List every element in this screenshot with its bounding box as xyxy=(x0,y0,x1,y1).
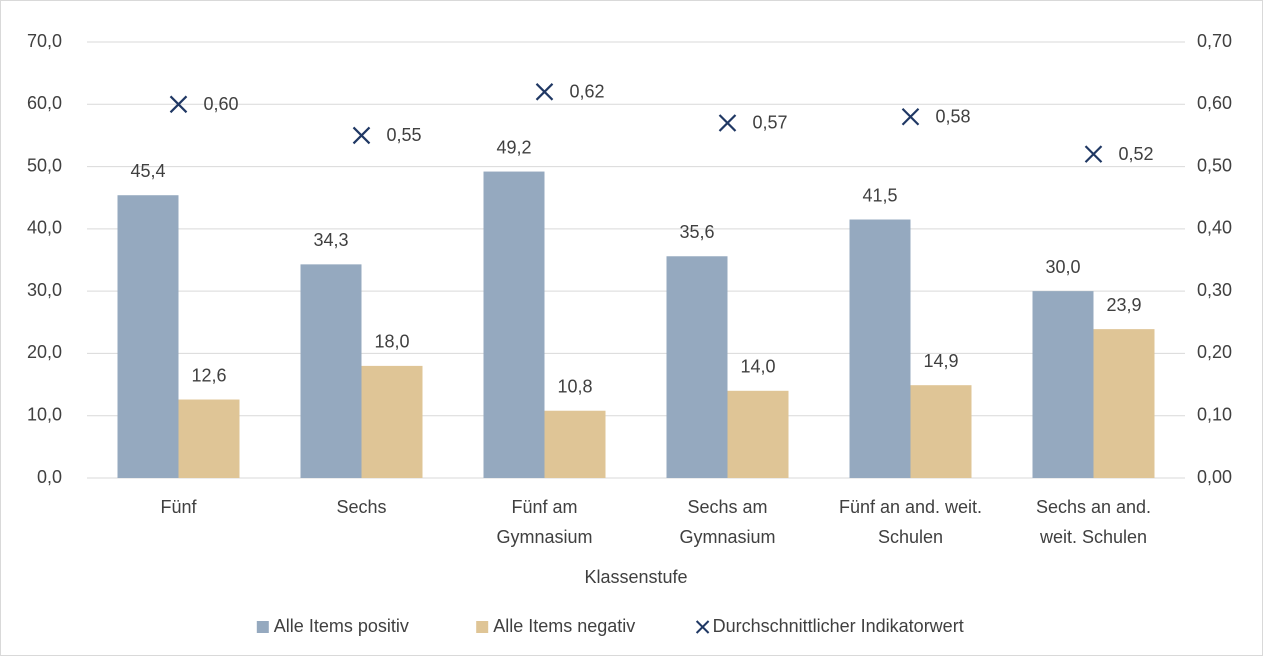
data-label: 0,55 xyxy=(387,125,422,145)
bar xyxy=(1032,291,1094,478)
bar xyxy=(544,410,606,478)
marker xyxy=(901,107,920,126)
x-axis-title: Klassenstufe xyxy=(584,567,687,587)
marker xyxy=(718,114,737,132)
x-tick-label: Fünf am Gymnasium xyxy=(496,497,592,547)
marker xyxy=(1084,145,1103,163)
y2-tick-label: 0,60 xyxy=(1197,93,1232,113)
data-label: 14,0 xyxy=(740,357,775,377)
y-tick-label: 30,0 xyxy=(27,280,62,300)
x-tick-label: Sechs an and. weit. Schulen xyxy=(1036,497,1151,547)
bar xyxy=(1093,329,1155,478)
y-tick-label: 0,0 xyxy=(37,467,62,487)
y2-tick-label: 0,40 xyxy=(1197,218,1232,238)
y2-tick-label: 0,50 xyxy=(1197,155,1232,175)
y2-tick-label: 0,00 xyxy=(1197,467,1232,487)
y-tick-label: 20,0 xyxy=(27,342,62,362)
bar xyxy=(117,195,179,479)
x-tick-label: Fünf an and. weit. Schulen xyxy=(839,497,982,547)
y2-tick-label: 0,70 xyxy=(1197,31,1232,51)
y-tick-label: 70,0 xyxy=(27,31,62,51)
marker xyxy=(352,126,371,145)
x-tick-label: Sechs xyxy=(336,497,386,517)
y-tick-label: 60,0 xyxy=(27,93,62,113)
data-label: 10,8 xyxy=(557,376,592,396)
data-label: 0,57 xyxy=(753,113,788,133)
data-label: 0,58 xyxy=(936,106,971,126)
marker xyxy=(169,95,188,114)
x-tick-label: Sechs am Gymnasium xyxy=(679,497,775,547)
bar xyxy=(178,399,240,478)
x-tick-label: Fünf xyxy=(160,497,197,517)
data-label: 0,52 xyxy=(1119,144,1154,164)
legend-swatch xyxy=(256,621,269,633)
bar xyxy=(483,171,545,478)
data-label: 35,6 xyxy=(679,222,714,242)
bar xyxy=(361,365,423,478)
bar xyxy=(727,390,789,478)
bar xyxy=(300,264,362,478)
bar xyxy=(849,219,911,478)
data-label: 12,6 xyxy=(191,365,226,385)
marker xyxy=(535,83,554,101)
legend-label: Durchschnittlicher Indikatorwert xyxy=(713,616,964,636)
legend-marker xyxy=(695,620,710,634)
bar xyxy=(910,385,972,478)
data-label: 23,9 xyxy=(1106,295,1141,315)
legend-swatch xyxy=(476,621,489,633)
y2-tick-label: 0,30 xyxy=(1197,280,1232,300)
data-label: 14,9 xyxy=(923,351,958,371)
y2-tick-label: 0,10 xyxy=(1197,404,1232,424)
y-tick-label: 10,0 xyxy=(27,404,62,424)
data-label: 0,62 xyxy=(570,82,605,102)
y-tick-label: 50,0 xyxy=(27,155,62,175)
data-label: 30,0 xyxy=(1045,257,1080,277)
data-label: 45,4 xyxy=(130,161,165,181)
data-label: 0,60 xyxy=(204,94,239,114)
data-label: 49,2 xyxy=(496,137,531,157)
data-label: 18,0 xyxy=(374,332,409,352)
y2-tick-label: 0,20 xyxy=(1197,342,1232,362)
legend-label: Alle Items negativ xyxy=(493,616,635,636)
legend-label: Alle Items positiv xyxy=(274,616,409,636)
data-label: 34,3 xyxy=(313,230,348,250)
y-tick-label: 40,0 xyxy=(27,218,62,238)
bar xyxy=(666,256,728,478)
data-label: 41,5 xyxy=(862,185,897,205)
